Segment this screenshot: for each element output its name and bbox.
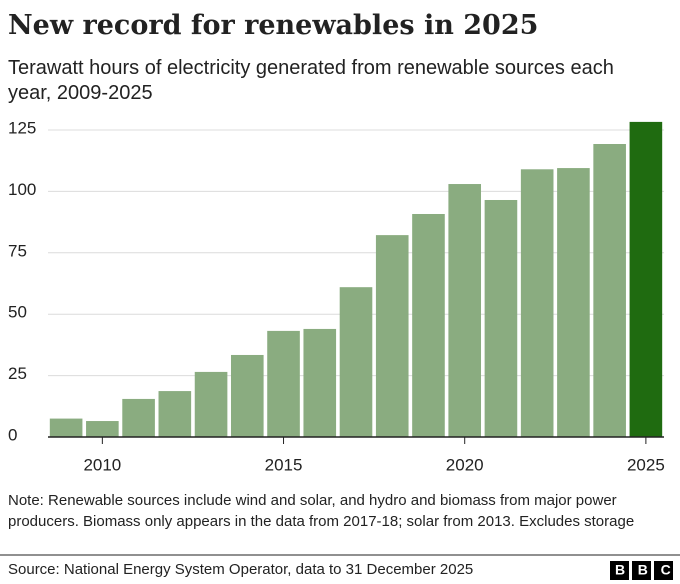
- chart-title: New record for renewables in 2025: [8, 10, 539, 41]
- x-tick-label: 2020: [446, 455, 484, 474]
- logo-box: [654, 561, 673, 580]
- bar: [49, 418, 83, 437]
- y-tick-label: 125: [8, 118, 36, 137]
- bar: [194, 371, 228, 437]
- y-tick-label: 100: [8, 180, 36, 199]
- bar: [230, 354, 264, 437]
- note: Note: Renewable sources include wind and…: [8, 492, 635, 530]
- bar: [339, 287, 373, 437]
- x-tick-label: 2015: [265, 455, 303, 474]
- bar: [86, 421, 119, 437]
- bar: [303, 328, 337, 437]
- source: Source: National Energy System Operator,…: [8, 561, 474, 578]
- bar: [593, 143, 626, 437]
- bar: [448, 184, 482, 437]
- logo-box: [610, 561, 629, 580]
- bar: [375, 235, 409, 437]
- logo-box: [632, 561, 651, 580]
- bar: [267, 330, 300, 437]
- chart-subtitle: Terawatt hours of electricity generated …: [8, 57, 614, 104]
- y-tick-label: 50: [8, 303, 27, 322]
- bar: [520, 169, 554, 437]
- y-tick-label: 25: [8, 364, 27, 383]
- bar: [484, 199, 518, 437]
- bar: [557, 168, 590, 437]
- x-tick-label: 2010: [83, 455, 121, 474]
- bar: [158, 391, 192, 437]
- x-tick-label: 2025: [627, 455, 665, 474]
- bar: [629, 121, 663, 437]
- bar: [412, 213, 445, 437]
- y-tick-label: 75: [8, 241, 27, 260]
- y-tick-label: 0: [8, 425, 17, 444]
- logo: BBC: [615, 562, 680, 578]
- bar: [122, 398, 155, 437]
